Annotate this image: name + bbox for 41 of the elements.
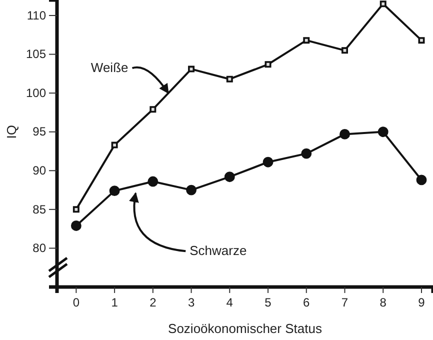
annotation: Schwarze bbox=[190, 243, 247, 258]
point bbox=[378, 126, 388, 138]
y-tick-label: 90 bbox=[32, 163, 46, 178]
y-tick-label: 80 bbox=[32, 241, 46, 256]
x-tick-label: 8 bbox=[380, 296, 387, 310]
y-tick-label: 85 bbox=[32, 202, 46, 216]
y-tick-label: 95 bbox=[32, 124, 46, 139]
x-tick-label: 3 bbox=[188, 296, 195, 310]
y-tick-label: 105 bbox=[26, 47, 46, 62]
x-tick-label: 0 bbox=[72, 296, 80, 310]
point bbox=[418, 37, 425, 44]
point bbox=[264, 61, 272, 68]
x-tick-label: 9 bbox=[418, 296, 426, 310]
point bbox=[303, 37, 310, 44]
point bbox=[188, 66, 195, 72]
x-axis-title: Sozioökonomischer Status bbox=[168, 321, 322, 336]
point bbox=[380, 0, 386, 8]
annotation: Weiße bbox=[90, 60, 128, 76]
y-axis-title: IQ bbox=[4, 125, 19, 139]
x-tick-label: 6 bbox=[303, 296, 310, 310]
point bbox=[416, 174, 427, 186]
point bbox=[262, 156, 274, 168]
point bbox=[186, 184, 197, 196]
y-tick-label: 110 bbox=[26, 8, 46, 22]
point bbox=[70, 220, 82, 231]
point bbox=[301, 148, 312, 159]
point bbox=[148, 176, 158, 187]
point bbox=[72, 206, 80, 213]
point bbox=[340, 128, 350, 140]
point bbox=[342, 47, 348, 54]
point bbox=[111, 142, 118, 148]
point bbox=[224, 172, 235, 182]
point bbox=[109, 186, 120, 196]
x-tick-label: 5 bbox=[264, 296, 272, 310]
y-tick-label: 100 bbox=[26, 86, 46, 100]
x-tick-label: 2 bbox=[150, 296, 157, 310]
x-tick-label: 1 bbox=[111, 296, 118, 310]
point bbox=[226, 76, 233, 82]
x-tick-label: 4 bbox=[226, 296, 234, 310]
point bbox=[150, 106, 156, 113]
x-tick-label: 7 bbox=[341, 296, 348, 310]
